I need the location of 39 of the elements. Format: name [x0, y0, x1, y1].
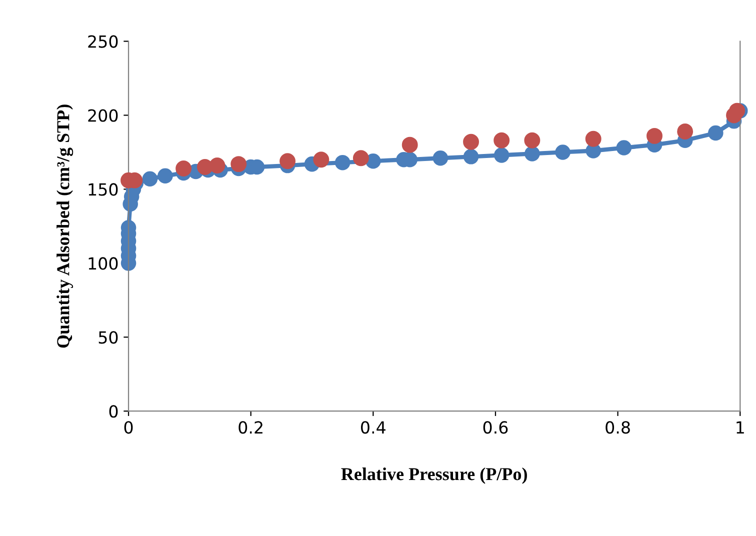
- x-tick-label: 1: [736, 421, 744, 434]
- x-tick-label: 0.2: [238, 421, 262, 434]
- point: [158, 168, 173, 184]
- point: [432, 150, 448, 166]
- point: [524, 146, 540, 162]
- y-tick-label: 150: [88, 183, 118, 196]
- point: [463, 134, 479, 150]
- x-tick-label: 0.6: [483, 421, 508, 434]
- x-axis-title: Relative Pressure (P/Po): [341, 468, 527, 484]
- point: [585, 130, 602, 147]
- point: [677, 124, 694, 140]
- point: [646, 128, 662, 144]
- x-tick-label: 0.4: [361, 421, 386, 434]
- y-tick-label: 0: [109, 405, 118, 418]
- point: [729, 102, 746, 119]
- point: [313, 152, 330, 168]
- point: [555, 144, 570, 160]
- point: [616, 140, 632, 156]
- y-tick-label: 100: [88, 257, 118, 270]
- point: [494, 148, 510, 163]
- point: [352, 150, 369, 166]
- point: [494, 132, 510, 148]
- point: [334, 154, 350, 170]
- point: [230, 156, 247, 172]
- y-tick-label: 250: [88, 35, 118, 48]
- y-tick-label: 200: [88, 109, 118, 122]
- y-axis-title: Quantity Adsorbed (cm³/g STP): [56, 104, 74, 348]
- y-tick-label: 50: [98, 331, 118, 344]
- x-tick-label: 0.8: [606, 421, 630, 434]
- point: [176, 160, 192, 176]
- point: [142, 171, 158, 186]
- point: [463, 149, 479, 164]
- x-tick-label: 0: [124, 421, 133, 434]
- point: [524, 132, 540, 148]
- point: [366, 153, 381, 169]
- point: [708, 125, 724, 141]
- point: [402, 136, 418, 153]
- point: [209, 158, 226, 174]
- point: [280, 153, 296, 170]
